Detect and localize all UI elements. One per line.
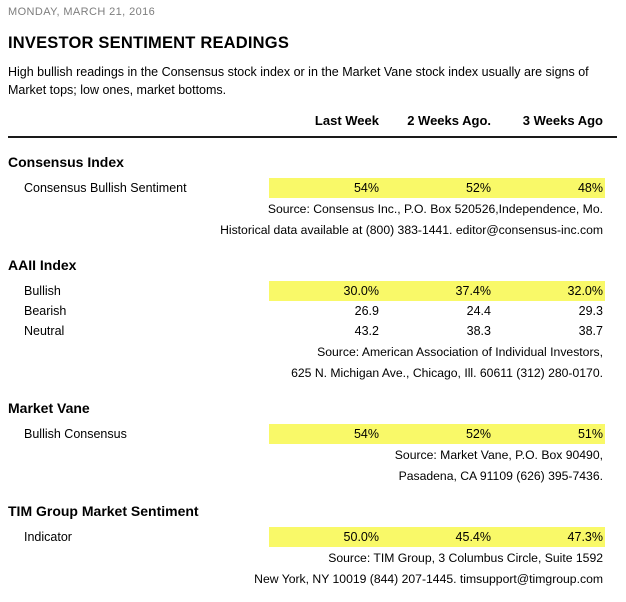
section-consensus-index: Consensus Index Consensus Bullish Sentim… [8, 154, 605, 241]
table-row-bearish: Bearish 26.9 24.4 29.3 [8, 301, 605, 321]
row-value: 52% [465, 427, 491, 441]
row-value: 38.3 [466, 324, 491, 338]
source-line: Pasadena, CA 91109 (626) 395-7436. [398, 469, 603, 483]
row-value: 32.0% [567, 284, 603, 298]
row-label: Neutral [24, 324, 65, 338]
column-header-three-weeks-ago: 3 Weeks Ago [522, 113, 603, 128]
header-divider [8, 136, 617, 138]
section-sources: Source: American Association of Individu… [8, 342, 605, 384]
column-header-two-weeks-ago: 2 Weeks Ago. [407, 113, 491, 128]
section-rows: Indicator 50.0% 45.4% 47.3% [8, 527, 605, 547]
row-value: 50.0% [343, 530, 379, 544]
table-row-bullish: Bullish 30.0% 37.4% 32.0% [8, 281, 605, 301]
column-headers: Last Week 2 Weeks Ago. 3 Weeks Ago [8, 113, 605, 129]
row-label: Bullish Consensus [24, 427, 127, 441]
source-line: 625 N. Michigan Ave., Chicago, Ill. 6061… [291, 366, 603, 380]
row-value: 47.3% [567, 530, 603, 544]
section-rows: Consensus Bullish Sentiment 54% 52% 48% [8, 178, 605, 198]
source-line: Source: Consensus Inc., P.O. Box 520526,… [267, 202, 603, 216]
section-sources: Source: Market Vane, P.O. Box 90490, Pas… [8, 445, 605, 487]
row-value: 37.4% [455, 284, 491, 298]
row-values: 43.2 38.3 38.7 [269, 321, 605, 341]
date-line: MONDAY, MARCH 21, 2016 [8, 6, 156, 18]
row-value: 51% [577, 427, 603, 441]
section-sources: Source: Consensus Inc., P.O. Box 520526,… [8, 199, 605, 241]
row-value: 45.4% [455, 530, 491, 544]
table-row-consensus-bullish-sentiment: Consensus Bullish Sentiment 54% 52% 48% [8, 178, 605, 198]
source-line: New York, NY 10019 (844) 207-1445. timsu… [254, 572, 603, 586]
row-label: Bullish [24, 284, 61, 298]
source-line: Source: Market Vane, P.O. Box 90490, [394, 448, 603, 462]
table-row-neutral: Neutral 43.2 38.3 38.7 [8, 321, 605, 341]
row-value: 54% [353, 181, 379, 195]
section-rows: Bullish 30.0% 37.4% 32.0% Bearish 26.9 2… [8, 281, 605, 341]
row-value: 26.9 [354, 304, 379, 318]
column-header-spacer [8, 113, 269, 129]
row-label: Bearish [24, 304, 67, 318]
table-row-indicator: Indicator 50.0% 45.4% 47.3% [8, 527, 605, 547]
row-value: 30.0% [343, 284, 379, 298]
description: High bullish readings in the Consensus s… [8, 65, 589, 97]
section-rows: Bullish Consensus 54% 52% 51% [8, 424, 605, 444]
section-title: TIM Group Market Sentiment [8, 503, 199, 519]
source-line: Source: TIM Group, 3 Columbus Circle, Su… [328, 551, 603, 565]
section-sources: Source: TIM Group, 3 Columbus Circle, Su… [8, 548, 605, 590]
section-title: Market Vane [8, 400, 90, 416]
section-title: AAII Index [8, 257, 77, 273]
section-aaii-index: AAII Index Bullish 30.0% 37.4% 32.0% Bea… [8, 257, 605, 384]
row-label: Consensus Bullish Sentiment [24, 181, 187, 195]
row-label: Indicator [24, 530, 72, 544]
row-value: 48% [577, 181, 603, 195]
table-row-bullish-consensus: Bullish Consensus 54% 52% 51% [8, 424, 605, 444]
row-values-highlighted: 54% 52% 48% [269, 178, 605, 198]
row-value: 52% [465, 181, 491, 195]
row-values-highlighted: 50.0% 45.4% 47.3% [269, 527, 605, 547]
row-values-highlighted: 54% 52% 51% [269, 424, 605, 444]
row-value: 38.7 [578, 324, 603, 338]
row-value: 54% [353, 427, 379, 441]
source-line: Historical data available at (800) 383-1… [220, 223, 603, 237]
page-title: INVESTOR SENTIMENT READINGS [8, 34, 290, 52]
row-values: 26.9 24.4 29.3 [269, 301, 605, 321]
column-header-last-week: Last Week [314, 113, 379, 128]
row-values-highlighted: 30.0% 37.4% 32.0% [269, 281, 605, 301]
section-title: Consensus Index [8, 154, 124, 170]
column-header-group: Last Week 2 Weeks Ago. 3 Weeks Ago [269, 113, 605, 129]
row-value: 24.4 [466, 304, 491, 318]
section-market-vane: Market Vane Bullish Consensus 54% 52% 51… [8, 400, 605, 487]
section-tim-group: TIM Group Market Sentiment Indicator 50.… [8, 503, 605, 590]
row-value: 43.2 [354, 324, 379, 338]
source-line: Source: American Association of Individu… [317, 345, 603, 359]
row-value: 29.3 [578, 304, 603, 318]
